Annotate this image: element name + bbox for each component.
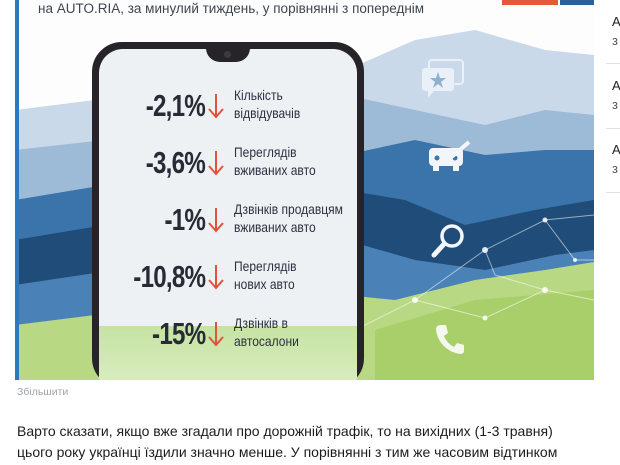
arrow-down-icon bbox=[208, 151, 224, 176]
stat-row: -2,1% Кількість відвідувачів bbox=[99, 84, 357, 128]
stat-row: -15% Дзвінків в автосалони bbox=[99, 312, 357, 356]
arrow-down-icon bbox=[208, 322, 224, 347]
stat-value: -1% bbox=[164, 202, 205, 237]
stat-row: -3,6% Переглядів вживаних авто bbox=[99, 141, 357, 185]
divider bbox=[606, 128, 620, 129]
car-check-icon bbox=[429, 140, 471, 171]
stat-value: -2,1% bbox=[145, 88, 206, 123]
logo-strip-red bbox=[502, 0, 558, 5]
arrow-down-icon bbox=[208, 265, 224, 290]
arrow-down-icon bbox=[208, 208, 224, 233]
divider bbox=[606, 63, 620, 64]
zoom-link[interactable]: Збільшити bbox=[17, 386, 69, 398]
article-paragraph-line: цього року українці їздили значно менше.… bbox=[17, 444, 558, 460]
stat-row: -10,8% Переглядів нових авто bbox=[99, 255, 357, 299]
stat-label: Переглядів вживаних авто bbox=[234, 144, 316, 178]
infographic-image[interactable]: на AUTO.RIA, за минулий тиждень, у порів… bbox=[15, 0, 594, 380]
phone-mockup: -2,1% Кількість відвідувачів -3,6% Перегл… bbox=[92, 42, 364, 380]
accent-bar bbox=[15, 0, 19, 380]
infographic-subtitle: на AUTO.RIA, за минулий тиждень, у порів… bbox=[38, 1, 425, 16]
phone-call-icon bbox=[436, 325, 464, 354]
article-body: Варто сказати, якщо вже згадали про доро… bbox=[17, 421, 587, 463]
stat-label: Переглядів нових авто bbox=[234, 258, 297, 292]
stat-row: -1% Дзвінків продавцям вживаних авто bbox=[99, 198, 357, 242]
search-icon bbox=[431, 224, 464, 258]
stat-value: -10,8% bbox=[133, 259, 206, 294]
arrow-down-icon bbox=[208, 94, 224, 119]
stat-label: Дзвінків продавцям вживаних авто bbox=[234, 201, 343, 235]
screen-green-band bbox=[99, 326, 357, 380]
stat-value: -15% bbox=[151, 316, 206, 351]
phone-screen: -2,1% Кількість відвідувачів -3,6% Перегл… bbox=[99, 49, 357, 380]
message-bubble-icon bbox=[422, 59, 464, 98]
logo-strip-blue bbox=[560, 0, 594, 5]
phone-notch bbox=[206, 49, 250, 62]
article-paragraph-line: Варто сказати, якщо вже згадали про доро… bbox=[17, 423, 553, 439]
stat-value: -3,6% bbox=[145, 145, 206, 180]
divider bbox=[606, 192, 620, 193]
camera-dot bbox=[224, 51, 231, 58]
stat-label: Кількість відвідувачів bbox=[234, 87, 301, 121]
stat-label: Дзвінків в автосалони bbox=[234, 315, 299, 349]
